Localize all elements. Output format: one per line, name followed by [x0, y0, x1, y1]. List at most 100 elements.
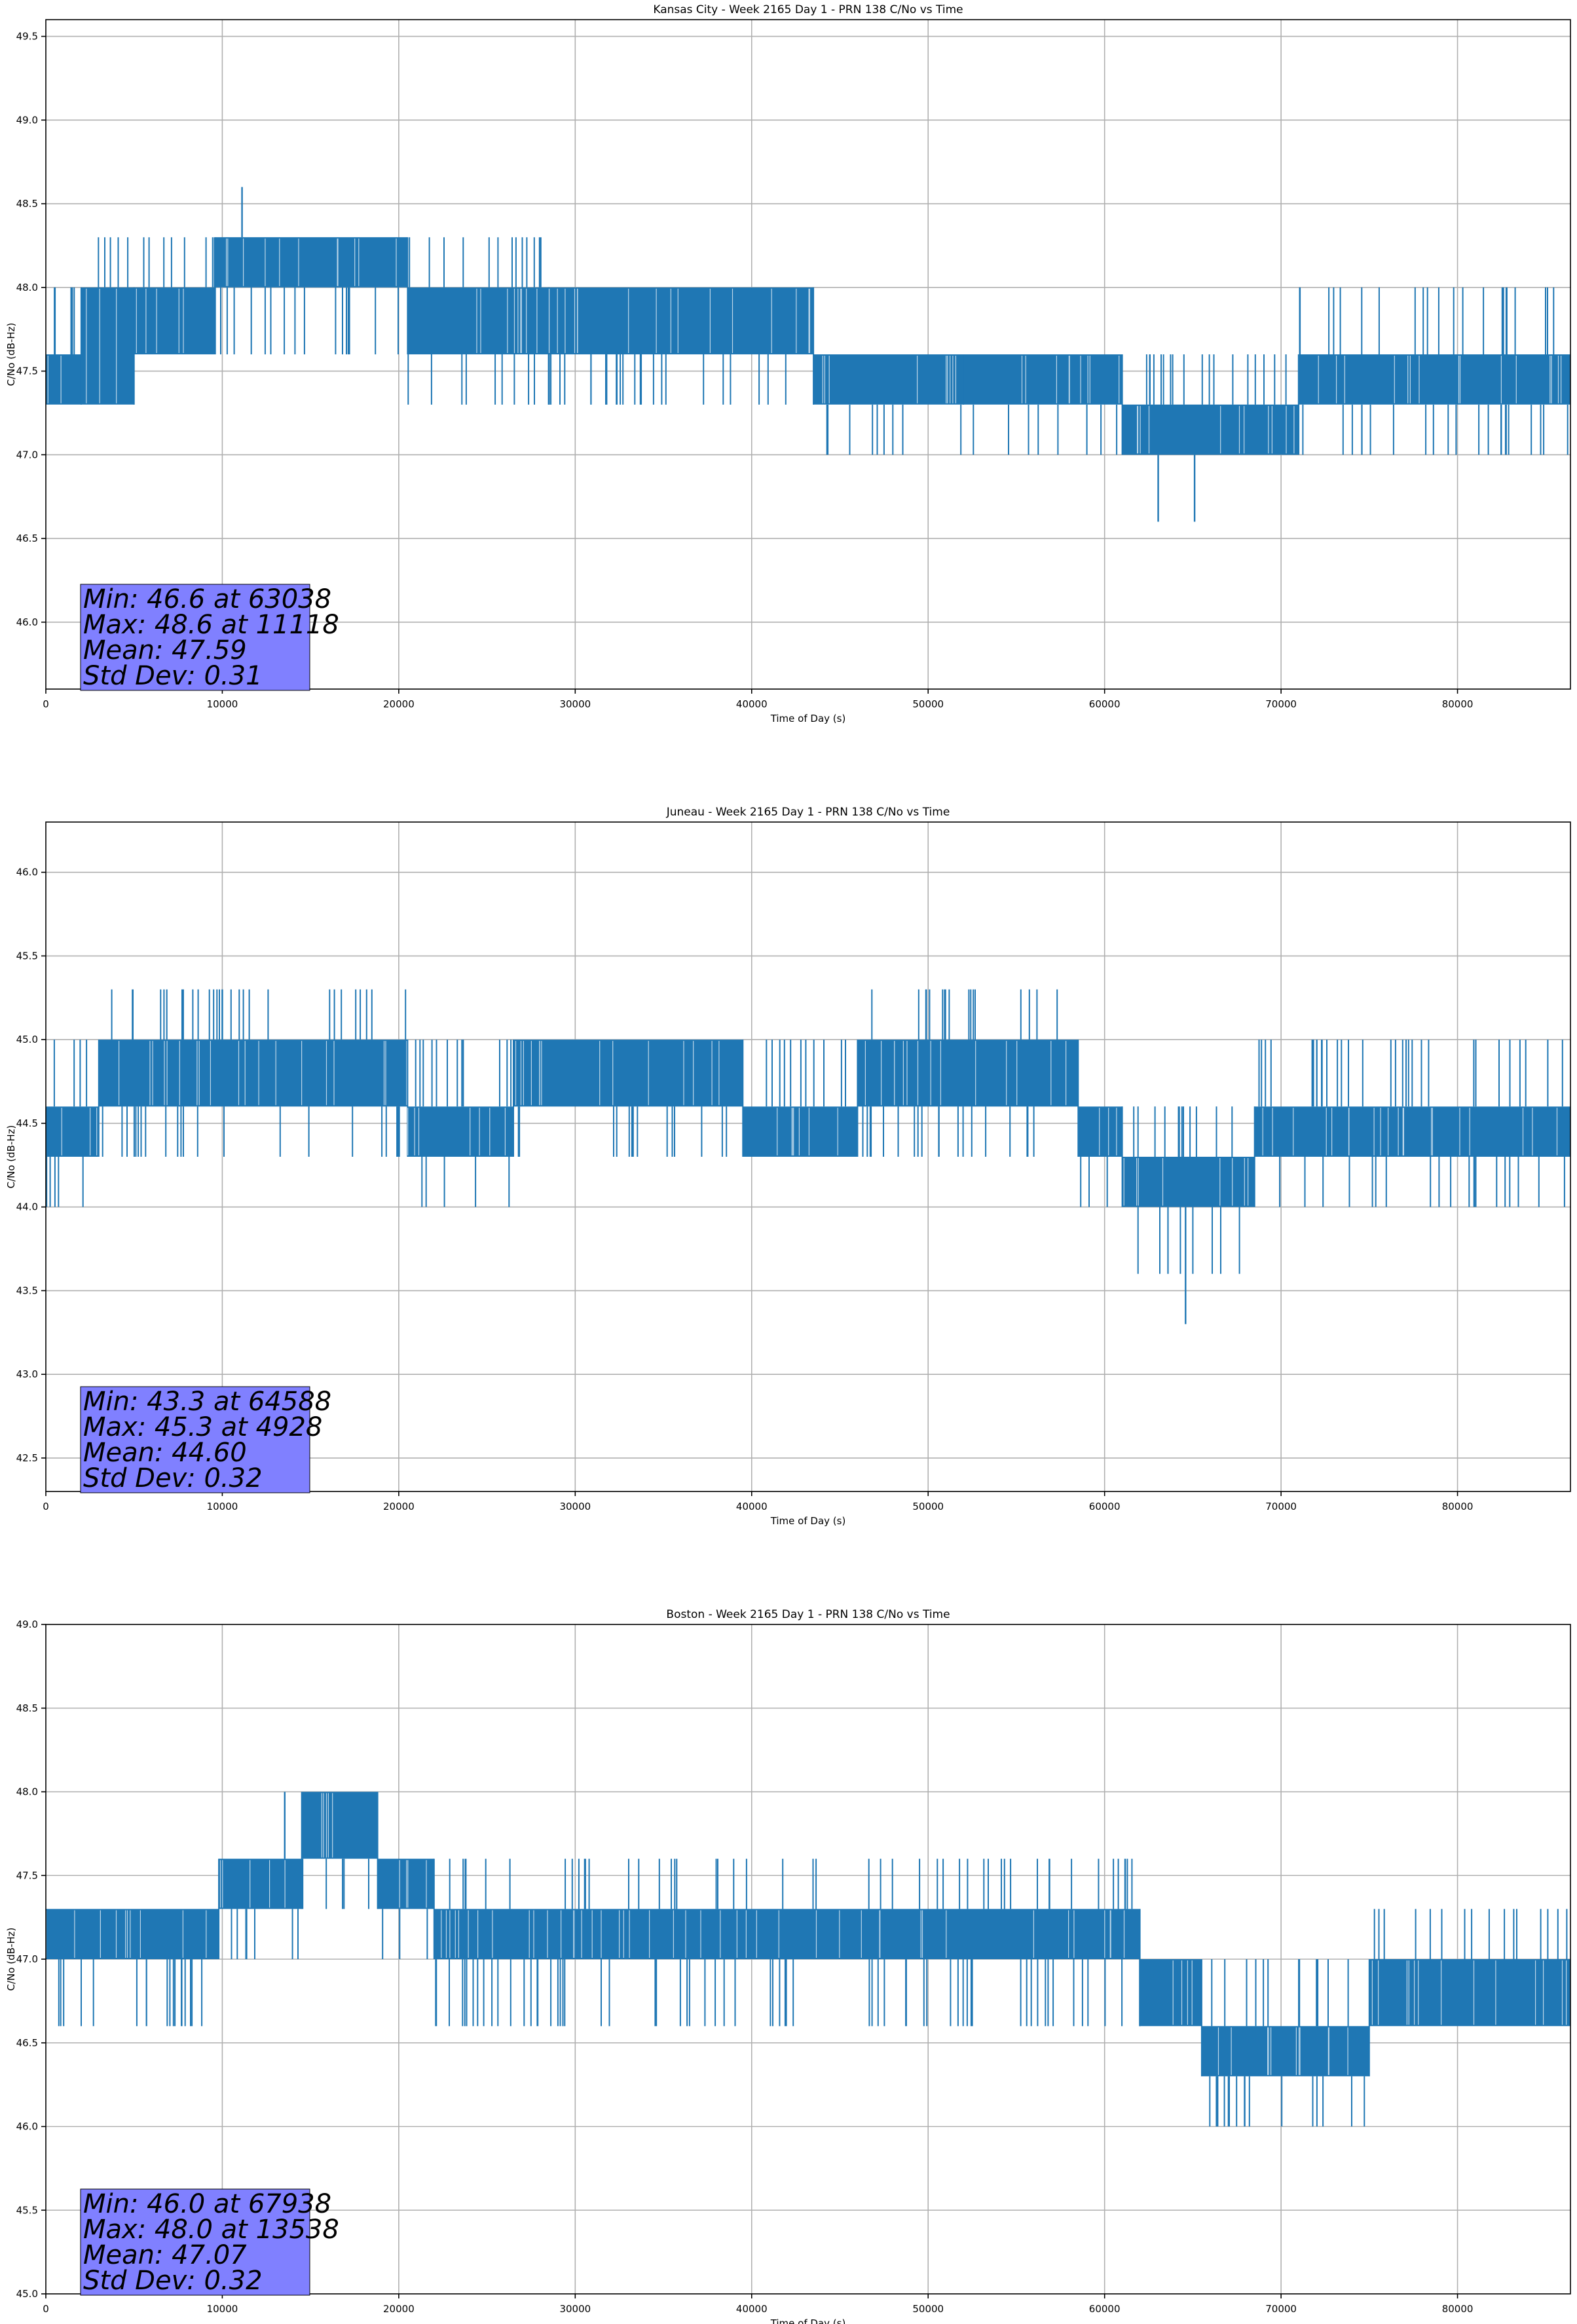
- series-excursions: [1299, 287, 1568, 455]
- series-segment: [1201, 1959, 1370, 2127]
- series-segment: [548, 287, 815, 405]
- y-axis-label: C/No (dB-Hz): [5, 323, 17, 386]
- x-tick-label: 20000: [383, 1501, 415, 1512]
- series-segment: [513, 1040, 744, 1157]
- series-excursions: [415, 1040, 512, 1207]
- series-gaps: [119, 1041, 407, 1106]
- series-band: [963, 354, 1122, 405]
- series-segment: [1254, 1040, 1570, 1207]
- series-gaps: [407, 1108, 506, 1155]
- series-band: [377, 1858, 434, 1909]
- y-tick-label: 45.5: [16, 2204, 38, 2216]
- series-band: [46, 354, 81, 405]
- x-tick-label: 30000: [559, 2303, 591, 2315]
- series-excursions: [1133, 1106, 1240, 1274]
- series-gaps: [47, 356, 62, 403]
- series-band: [98, 1040, 408, 1107]
- axes-frame: [45, 19, 1571, 690]
- x-tick-label: 40000: [736, 2303, 768, 2315]
- stats-line: Std Dev: 0.32: [83, 2266, 263, 2296]
- chart-panel-3: 0 10000 20000 30000 40000 50000 60000 70000 8000…: [5, 1608, 1571, 2324]
- series-gaps: [399, 1860, 427, 1908]
- axes-frame: [45, 821, 1571, 1492]
- series-excursions: [231, 1909, 299, 1959]
- y-tick-label: 47.5: [16, 365, 38, 377]
- y-tick-label: 48.5: [16, 198, 38, 210]
- y-axis-label: C/No (dB-Hz): [5, 1928, 17, 1991]
- x-tick-label: 50000: [912, 698, 944, 710]
- series-band: [513, 1040, 743, 1107]
- series-segment: [1078, 1106, 1123, 1207]
- series-gaps: [1137, 405, 1295, 454]
- x-tick-label: 60000: [1089, 698, 1121, 710]
- chart-panel-2: 0 10000 20000 30000 40000 50000 60000 70000 8000…: [5, 806, 1571, 1527]
- series-band: [1369, 1959, 1570, 2027]
- stats-line: Max: 45.3 at 4928: [83, 1412, 322, 1442]
- series-excursions: [862, 989, 1058, 1157]
- series-excursions: [302, 1858, 369, 1909]
- y-tick-label: 46.0: [16, 2121, 38, 2133]
- x-tick-label: 20000: [383, 2303, 415, 2315]
- series-gaps: [136, 288, 184, 353]
- series-segment: [743, 1040, 859, 1157]
- y-tick-label: 47.0: [16, 449, 38, 460]
- series-gaps: [476, 288, 538, 353]
- x-tick-label: 40000: [736, 1501, 768, 1512]
- series-segment: [1299, 287, 1570, 455]
- y-tick-label: 45.0: [16, 2288, 38, 2300]
- cno-series-line: [45, 1791, 1570, 2127]
- series-excursions: [973, 404, 1118, 455]
- series-gaps: [1262, 1108, 1558, 1155]
- series-band: [1078, 1106, 1122, 1157]
- series-band: [134, 287, 215, 354]
- series-segment: [963, 354, 1123, 455]
- chart-panel-1: 0 10000 20000 30000 40000 50000 60000 70000 8000…: [5, 3, 1571, 724]
- series-excursions: [548, 354, 787, 405]
- x-tick-label: 80000: [1442, 2303, 1474, 2315]
- series-excursions: [1258, 1040, 1565, 1207]
- series-excursions: [46, 1040, 88, 1207]
- x-tick-label: 60000: [1089, 2303, 1121, 2315]
- y-tick-label: 45.0: [16, 1034, 38, 1045]
- series-excursions: [826, 404, 962, 455]
- y-tick-label: 46.0: [16, 867, 38, 878]
- series-gaps: [864, 1041, 1067, 1106]
- series-band: [1122, 1157, 1255, 1207]
- series-gaps: [1021, 356, 1123, 403]
- series-gaps: [822, 356, 956, 403]
- y-tick-label: 48.0: [16, 282, 38, 293]
- stats-line: Std Dev: 0.32: [83, 1463, 263, 1493]
- y-tick-label: 44.5: [16, 1117, 38, 1129]
- series-segment: [857, 989, 1079, 1157]
- series-segment: [134, 237, 216, 354]
- x-axis-label: Time of Day (s): [770, 2317, 846, 2324]
- x-tick-label: 10000: [207, 1501, 238, 1512]
- x-tick-label: 0: [43, 1501, 49, 1512]
- series-band: [407, 287, 549, 354]
- stats-line: Mean: 44.60: [83, 1438, 247, 1468]
- x-tick-label: 50000: [912, 1501, 944, 1512]
- series-segment: [45, 1858, 220, 2027]
- y-tick-label: 47.5: [16, 1869, 38, 1881]
- series-gaps: [321, 1793, 333, 1858]
- series-segment: [377, 1858, 435, 1959]
- series-segment: [407, 1040, 514, 1207]
- x-tick-label: 50000: [912, 2303, 944, 2315]
- series-band: [301, 1791, 378, 1859]
- series-gaps: [219, 1860, 286, 1908]
- x-tick-label: 30000: [559, 1501, 591, 1512]
- series-gaps: [1172, 1960, 1193, 2025]
- stats-line: Std Dev: 0.31: [83, 661, 263, 691]
- cno-series-line: [46, 187, 1570, 522]
- stats-line: Min: 43.3 at 64588: [83, 1387, 331, 1417]
- series-band: [1254, 1106, 1570, 1157]
- y-tick-label: 46.5: [16, 533, 38, 544]
- series-gaps: [548, 288, 810, 353]
- series-band: [1299, 354, 1570, 405]
- series-gaps: [777, 1108, 838, 1155]
- series-gaps: [86, 288, 117, 403]
- series-band: [46, 1909, 219, 1959]
- stats-line: Min: 46.6 at 63038: [83, 584, 331, 614]
- series-segment: [1122, 1106, 1255, 1274]
